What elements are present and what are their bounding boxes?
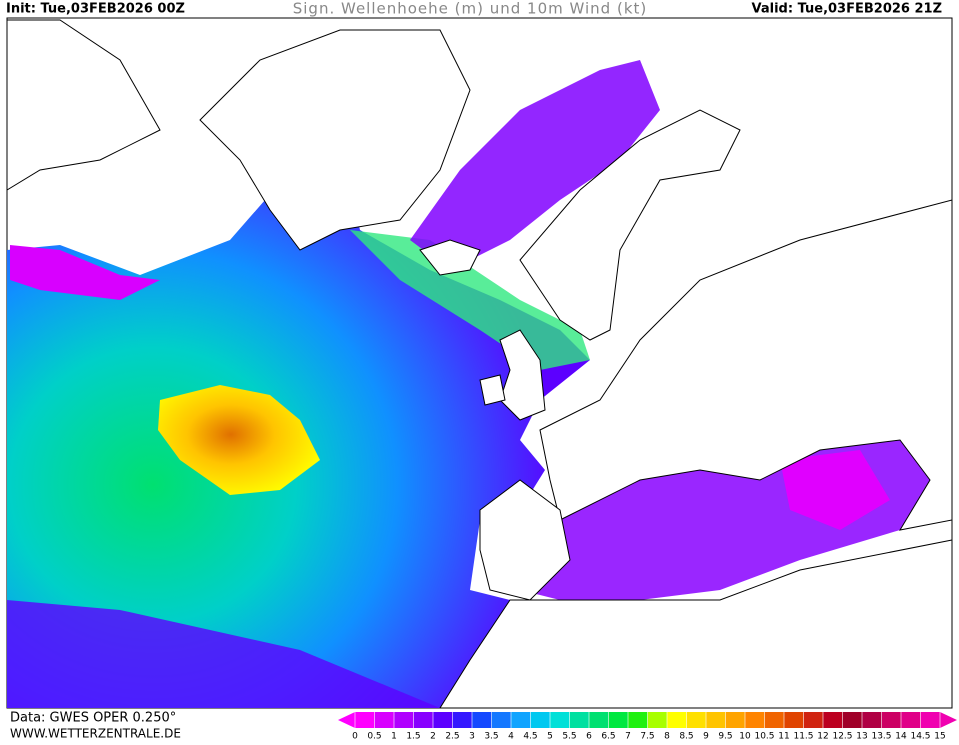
colorbar-swatch: [667, 712, 687, 728]
colorbar-label: 3: [469, 732, 475, 742]
canada: [6, 19, 161, 191]
colorbar: 0 0.5 1 1.5 2 2.5 3 3.5 4 4.5 5 5.5 6 6.5 7 7.5 8 8.5 9 9.5…: [338, 712, 957, 742]
norwegian-sea: [410, 60, 660, 270]
colorbar-label: 7: [625, 732, 631, 742]
labrador: [10, 245, 160, 300]
colorbar-swatch: [511, 712, 531, 728]
colorbar-label: 14.5: [910, 732, 930, 742]
colorbar-label: 2.5: [445, 732, 459, 742]
colorbar-swatch: [706, 712, 726, 728]
colorbar-label: 10: [739, 732, 751, 742]
colorbar-label: 8.5: [679, 732, 693, 742]
greenland: [199, 29, 471, 251]
colorbar-label: 9: [703, 732, 709, 742]
colorbar-label: 15: [934, 732, 945, 742]
colorbar-swatch: [433, 712, 453, 728]
colorbar-label: 8: [664, 732, 670, 742]
colorbar-label: 14: [895, 732, 907, 742]
colorbar-arrow: [940, 712, 957, 728]
colorbar-label: 12.5: [832, 732, 852, 742]
colorbar-label: 10.5: [754, 732, 774, 742]
colorbar-swatch: [374, 712, 395, 728]
colorbar-label: 0.5: [367, 732, 381, 742]
colorbar-swatch: [784, 712, 804, 728]
colorbar-label: 11: [778, 732, 789, 742]
colorbar-label: 5.5: [562, 732, 576, 742]
colorbar-label: 0: [352, 732, 358, 742]
ireland: [479, 374, 506, 406]
colorbar-label: 6: [586, 732, 592, 742]
colorbar-swatch: [452, 712, 473, 728]
colorbar-swatch: [589, 712, 609, 728]
colorbar-label: 1: [391, 732, 397, 742]
ocean-south: [7, 600, 440, 708]
colorbar-swatch: [901, 712, 921, 728]
britain: [499, 329, 546, 421]
map-title: Sign. Wellenhoehe (m) und 10m Wind (kt): [293, 0, 648, 18]
map: [6, 17, 953, 709]
colorbar-swatch: [355, 712, 375, 728]
africa: [439, 539, 953, 709]
colorbar-label: 6.5: [601, 732, 615, 742]
colorbar-swatch: [686, 712, 707, 728]
europe: [539, 199, 953, 531]
colorbar-swatch: [823, 712, 843, 728]
colorbar-swatch: [745, 712, 765, 728]
ocean-band: [350, 230, 590, 370]
colorbar-swatch: [491, 712, 512, 728]
colorbar-swatch: [413, 712, 434, 728]
valid-time: Valid: Tue,03FEB2026 21Z: [752, 2, 943, 17]
colorbar-swatch: [530, 712, 551, 728]
colorbar-arrow: [338, 712, 355, 728]
colorbar-label: 12: [817, 732, 828, 742]
colorbar-label: 2: [430, 732, 436, 742]
site-url: WWW.WETTERZENTRALE.DE: [10, 727, 181, 741]
colorbar-swatch: [881, 712, 902, 728]
colorbar-label: 13.5: [871, 732, 891, 742]
wave-peak: [158, 385, 320, 495]
iberia: [479, 479, 571, 601]
colorbar-swatch: [920, 712, 941, 728]
colorbar-swatch: [842, 712, 863, 728]
colorbar-swatch: [550, 712, 570, 728]
colorbar-label: 4: [508, 732, 514, 742]
colorbar-label: 3.5: [484, 732, 498, 742]
colorbar-swatch: [647, 712, 668, 728]
colorbar-swatch: [764, 712, 785, 728]
colorbar-swatch: [725, 712, 746, 728]
colorbar-label: 7.5: [640, 732, 654, 742]
colorbar-label: 4.5: [523, 732, 537, 742]
scandinavia: [519, 109, 741, 341]
colorbar-label: 9.5: [718, 732, 732, 742]
colorbar-label: 11.5: [793, 732, 813, 742]
colorbar-swatch: [803, 712, 824, 728]
colorbar-swatch: [394, 712, 414, 728]
colorbar-swatch: [472, 712, 492, 728]
colorbar-label: 13: [856, 732, 867, 742]
iceland: [419, 239, 481, 276]
colorbar-swatch: [862, 712, 882, 728]
colorbar-swatch: [628, 712, 648, 728]
data-source: Data: GWES OPER 0.250°: [10, 711, 176, 726]
colorbar-label: 5: [547, 732, 553, 742]
colorbar-label: 1.5: [406, 732, 420, 742]
colorbar-swatch: [608, 712, 629, 728]
init-time: Init: Tue,03FEB2026 00Z: [6, 2, 185, 17]
colorbar-swatch: [569, 712, 590, 728]
aegean: [780, 450, 890, 530]
